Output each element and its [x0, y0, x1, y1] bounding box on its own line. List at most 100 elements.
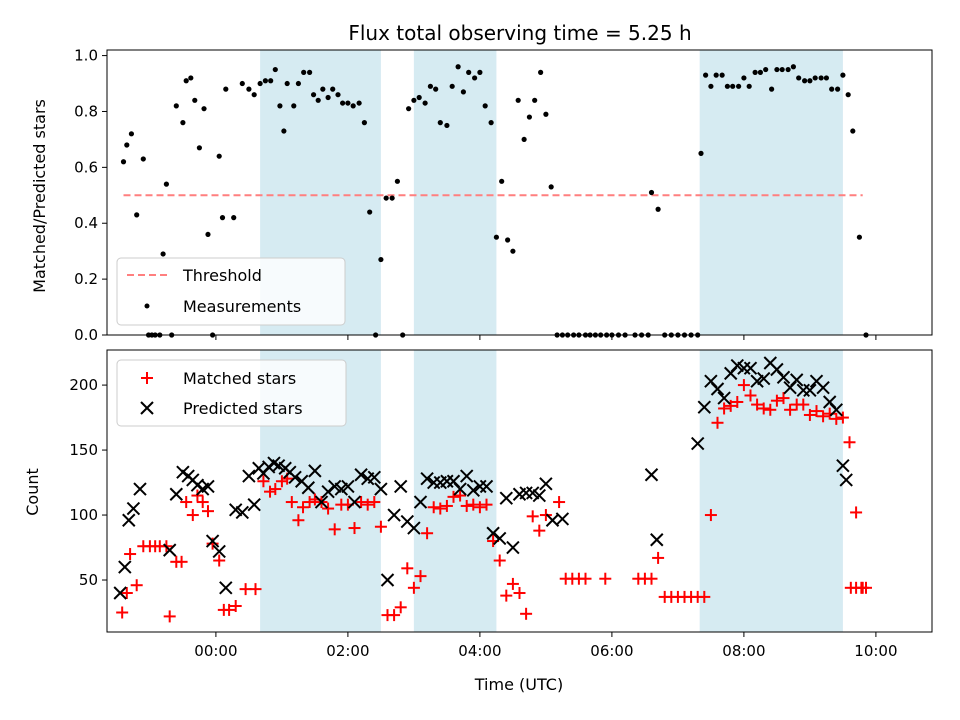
predicted-star-point	[113, 586, 127, 600]
matched-star-point	[817, 410, 830, 423]
predicted-star-stroke-b	[532, 488, 547, 503]
measurement-point	[281, 128, 287, 134]
bottom-plot-frame	[106, 349, 933, 633]
predicted-star-point	[201, 479, 215, 494]
matched-star-point	[737, 379, 750, 392]
bottom-y-axis-title: Count	[23, 468, 42, 516]
predicted-star-point	[506, 540, 520, 555]
top-y-tick-label: 0.0	[74, 326, 98, 344]
matched-star-point	[500, 589, 513, 602]
predicted-star-point	[789, 373, 804, 387]
predicted-star-stroke-b	[492, 531, 507, 546]
predicted-star-point	[118, 560, 132, 574]
matched-star-point	[830, 412, 843, 425]
predicted-star-stroke-b	[650, 533, 664, 547]
predicted-star-point	[169, 487, 184, 501]
matched-star-point	[506, 577, 519, 590]
matched-star-point	[414, 570, 427, 583]
predicted-star-stroke-b	[710, 382, 725, 396]
matched-star-point	[257, 475, 270, 488]
predicted-star-point	[367, 470, 382, 485]
predicted-star-point	[650, 533, 664, 547]
predicted-star-point	[644, 468, 659, 482]
matched-star-point	[467, 498, 480, 511]
predicted-star-point	[126, 501, 141, 516]
measurement-point	[736, 83, 742, 89]
predicted-star-point	[347, 495, 362, 509]
measurement-point	[315, 97, 321, 103]
measurement-point	[301, 69, 307, 75]
measurement-point	[774, 66, 780, 73]
top-y-tick-label: 0.8	[74, 102, 98, 120]
ratio-panel: 0.0 0.2 0.4 0.6 0.8 1.0	[74, 47, 933, 344]
predicted-star-point	[479, 479, 494, 494]
matched-star-point	[388, 609, 401, 622]
predicted-star-stroke-b	[453, 482, 467, 496]
matched-star-point	[213, 554, 226, 567]
top-legend-box	[116, 257, 346, 326]
predicted-star-point	[690, 436, 705, 451]
measurement-point	[433, 86, 439, 92]
predicted-star-point	[308, 464, 322, 478]
measurement-point	[416, 94, 422, 101]
count-panel: 50 100 150 200 00:00 02:00 04:00 06:00 08:00 10:0…	[69, 349, 933, 660]
predicted-star-stroke-b	[836, 458, 850, 473]
measurement-point	[345, 100, 351, 106]
measurement-point	[335, 92, 341, 98]
measurement-point	[257, 80, 263, 87]
matched-star-point	[196, 496, 209, 509]
top-y-tick-label: 0.4	[74, 214, 98, 232]
measurement-point	[411, 97, 417, 103]
measurement-point	[785, 66, 791, 73]
matched-star-point	[553, 496, 566, 509]
matched-star-point	[163, 610, 176, 623]
predicted-star-point	[212, 544, 226, 559]
top-y-axis-title: Matched/Predicted stars	[30, 99, 49, 293]
predicted-star-stroke-b	[839, 473, 853, 487]
matched-star-point	[374, 520, 387, 533]
measurement-point	[356, 100, 362, 106]
predicted-star-stroke-b	[479, 479, 494, 494]
matched-star-point	[724, 399, 737, 412]
matched-star-point	[440, 499, 453, 512]
measurement-point	[724, 83, 731, 89]
measurement-point	[251, 92, 257, 98]
bottom-x-tick-label: 00:00	[194, 642, 237, 660]
predicted-star-stroke-b	[743, 361, 758, 375]
measurement-point	[291, 103, 297, 109]
measurement-point	[173, 103, 179, 109]
predicted-star-point	[387, 508, 401, 522]
predicted-star-stroke-b	[169, 487, 184, 501]
predicted-star-point	[756, 371, 771, 386]
measurement-point	[124, 142, 130, 148]
matched-star-point	[744, 389, 757, 402]
measurement-point	[829, 86, 835, 92]
measurement-point	[140, 156, 146, 162]
predicted-star-stroke-b	[380, 573, 395, 587]
predicted-star-stroke-b	[816, 380, 830, 395]
matched-star-point	[328, 523, 341, 536]
predicted-star-stroke-b	[205, 534, 220, 548]
bottom-x-tick-label: 10:00	[854, 642, 897, 660]
measurement-point	[427, 83, 433, 89]
measurement-point	[521, 136, 527, 143]
measurement-point	[180, 120, 186, 126]
matched-star-point	[407, 581, 420, 594]
measurement-point	[183, 78, 189, 84]
x-axis-title: Time (UTC)	[474, 675, 563, 694]
measurement-point	[455, 64, 461, 70]
matched-star-point	[322, 502, 335, 515]
matched-star-point	[201, 505, 214, 518]
predicted-star-point	[242, 469, 256, 483]
bottom-y-tick-label: 50	[79, 571, 98, 589]
matched-star-point	[348, 522, 361, 535]
predicted-star-stroke-b	[829, 403, 844, 417]
matched-star-point	[843, 436, 856, 449]
predicted-star-stroke-b	[314, 495, 329, 509]
matched-star-point	[421, 527, 434, 540]
measurement-point	[698, 150, 704, 156]
matched-star-point	[355, 496, 368, 509]
measurement-point	[196, 145, 202, 151]
predicted-star-stroke-b	[308, 464, 322, 478]
matched-star-point	[361, 498, 374, 511]
